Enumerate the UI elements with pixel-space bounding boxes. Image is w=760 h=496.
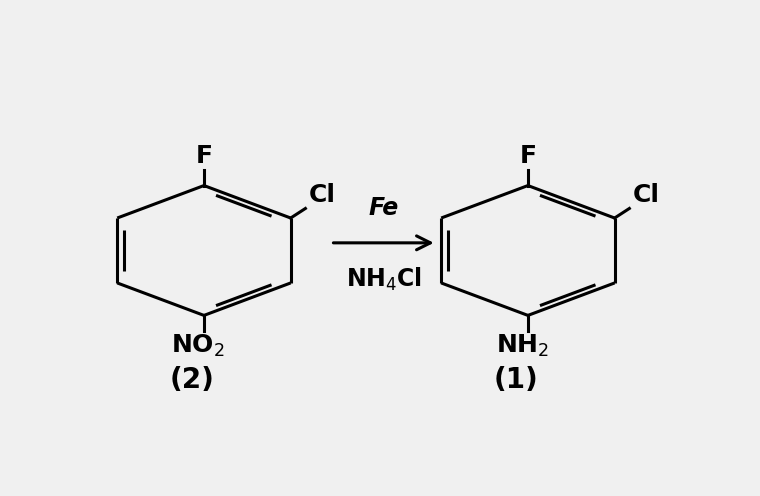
Text: NH$_4$Cl: NH$_4$Cl — [346, 266, 422, 293]
Text: F: F — [519, 144, 537, 168]
Text: NO$_2$: NO$_2$ — [171, 333, 225, 359]
Text: Cl: Cl — [309, 183, 335, 206]
Text: (1): (1) — [494, 367, 539, 394]
Text: Cl: Cl — [632, 183, 660, 206]
Text: F: F — [195, 144, 213, 168]
Text: Fe: Fe — [369, 196, 399, 220]
Text: (2): (2) — [169, 367, 214, 394]
Text: NH$_2$: NH$_2$ — [496, 333, 549, 359]
